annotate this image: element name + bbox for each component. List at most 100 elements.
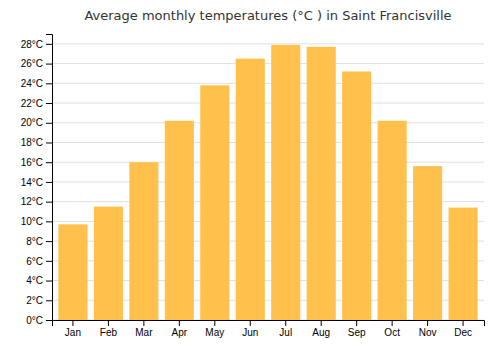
y-tick-mark (46, 281, 52, 282)
y-tick-label: 20°C (21, 117, 43, 128)
y-axis: 0°C 2°C 4°C 6°C 8°C 10°C 12°C 14°C 16°C 18°C 20°C 2… (21, 35, 53, 326)
x-tick: Dec (454, 320, 472, 338)
y-tick-mark (46, 241, 52, 242)
bar (271, 45, 300, 320)
x-tick: Jan (65, 320, 81, 338)
bar (94, 207, 123, 320)
x-tick-label: Nov (419, 327, 437, 338)
x-tick-label: Jul (279, 327, 292, 338)
x-tick-label: Jan (65, 327, 81, 338)
grid-line (52, 122, 484, 123)
bar (342, 71, 371, 320)
x-tick: Nov (419, 320, 437, 338)
y-tick: 6°C (26, 256, 52, 267)
y-tick-mark (46, 261, 52, 262)
y-tick: 14°C (21, 177, 52, 188)
y-tick-label: 0°C (26, 315, 43, 326)
y-tick-label: 24°C (21, 78, 43, 89)
bar (307, 47, 336, 320)
y-tick: 2°C (26, 295, 52, 306)
y-tick-mark (46, 182, 52, 183)
y-tick-mark (46, 44, 52, 45)
x-tick: Apr (172, 320, 188, 338)
y-tick: 8°C (26, 236, 52, 247)
x-tick-mark (463, 320, 464, 326)
y-tick-label: 10°C (21, 216, 43, 227)
bar (449, 208, 478, 320)
bars (58, 45, 477, 320)
x-tick: Sep (348, 320, 366, 338)
y-tick: 26°C (21, 58, 52, 69)
y-tick-label: 26°C (21, 58, 43, 69)
x-tick-label: Jun (242, 327, 258, 338)
bar (200, 85, 229, 320)
y-tick-mark (46, 202, 52, 203)
x-tick-mark (214, 320, 215, 326)
bar (165, 121, 194, 320)
y-tick-mark (46, 123, 52, 124)
bar (413, 166, 442, 320)
grid-line (52, 103, 484, 104)
y-tick-label: 2°C (26, 295, 43, 306)
y-tick-label: 4°C (26, 275, 43, 286)
x-tick-mark (143, 320, 144, 326)
y-tick-mark (46, 142, 52, 143)
y-tick: 0°C (26, 315, 52, 326)
x-axis-line (53, 321, 485, 327)
y-tick: 10°C (21, 216, 52, 227)
x-tick-mark (285, 320, 286, 326)
y-tick: 18°C (21, 137, 52, 148)
y-tick-mark (46, 83, 52, 84)
x-tick: Feb (100, 320, 118, 338)
y-tick-label: 22°C (21, 98, 43, 109)
y-tick-label: 8°C (26, 236, 43, 247)
x-tick: Jul (279, 320, 292, 338)
y-tick-mark (46, 162, 52, 163)
x-tick: Oct (384, 320, 400, 338)
x-tick-label: Apr (172, 327, 188, 338)
bar (129, 162, 158, 320)
y-tick: 12°C (21, 196, 52, 207)
grid-line (52, 63, 484, 64)
y-tick-mark (46, 64, 52, 65)
y-tick: 22°C (21, 98, 52, 109)
x-tick: Aug (312, 320, 330, 338)
x-tick-mark (392, 320, 393, 326)
x-tick: May (205, 320, 224, 338)
y-tick-label: 28°C (21, 39, 43, 50)
grid (52, 44, 484, 320)
title: Average monthly temperatures (°C ) in Sa… (84, 8, 451, 23)
bar (58, 224, 87, 320)
x-axis: Jan Feb Mar Apr May Jun Jul Aug Sep Oct Nov Dec (53, 320, 485, 338)
plot-area: Jan Feb Mar Apr May Jun Jul Aug Sep Oct Nov Dec 0°C 2… (21, 35, 485, 339)
y-tick-label: 6°C (26, 256, 43, 267)
y-tick-label: 18°C (21, 137, 43, 148)
y-tick: 28°C (21, 39, 52, 50)
x-tick-mark (321, 320, 322, 326)
grid-line (52, 43, 484, 44)
y-tick: 4°C (26, 275, 52, 286)
y-tick-mark (46, 103, 52, 104)
y-tick-mark (46, 221, 52, 222)
x-tick-mark (72, 320, 73, 326)
grid-line (52, 142, 484, 143)
y-tick: 16°C (21, 157, 52, 168)
bar (378, 121, 407, 320)
x-tick-label: Feb (100, 327, 118, 338)
y-tick: 20°C (21, 117, 52, 128)
y-tick-mark (46, 320, 52, 321)
x-tick-label: Mar (135, 327, 153, 338)
y-tick: 24°C (21, 78, 52, 89)
x-tick-mark (356, 320, 357, 326)
y-axis-line (46, 35, 53, 321)
y-tick-label: 12°C (21, 196, 43, 207)
y-tick-label: 14°C (21, 177, 43, 188)
grid-line (52, 83, 484, 84)
x-tick-label: Aug (312, 327, 330, 338)
y-tick-mark (46, 300, 52, 301)
chart: Jan Feb Mar Apr May Jun Jul Aug Sep Oct Nov Dec 0°C 2… (0, 0, 500, 350)
x-tick-mark (108, 320, 109, 326)
y-tick-label: 16°C (21, 157, 43, 168)
x-tick-mark (250, 320, 251, 326)
x-tick-mark (179, 320, 180, 326)
